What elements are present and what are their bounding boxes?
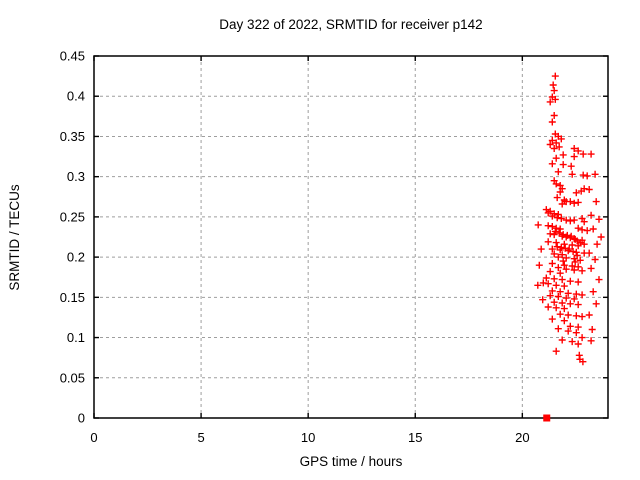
x-tick-label: 10 (301, 430, 315, 445)
x-tick-label: 5 (197, 430, 204, 445)
x-axis-label: GPS time / hours (299, 454, 403, 469)
y-tick-label: 0.35 (60, 129, 85, 144)
x-tick-label: 20 (515, 430, 529, 445)
chart-title: Day 322 of 2022, SRMTID for receiver p14… (219, 17, 483, 32)
data-points-series-0 (534, 72, 605, 366)
plot-border (93, 55, 609, 419)
y-tick-label: 0 (78, 411, 85, 426)
y-tick-label: 0.05 (60, 370, 85, 385)
x-tick-label: 15 (408, 430, 422, 445)
y-tick-label: 0.45 (60, 49, 85, 64)
y-tick-label: 0.3 (67, 169, 85, 184)
data-square-series-1 (543, 414, 551, 422)
y-tick-label: 0.15 (60, 290, 85, 305)
y-tick-label: 0.4 (67, 89, 85, 104)
x-tick-label: 0 (90, 430, 97, 445)
y-tick-label: 0.1 (67, 330, 85, 345)
y-tick-label: 0.25 (60, 209, 85, 224)
y-tick-label: 0.2 (67, 250, 85, 265)
